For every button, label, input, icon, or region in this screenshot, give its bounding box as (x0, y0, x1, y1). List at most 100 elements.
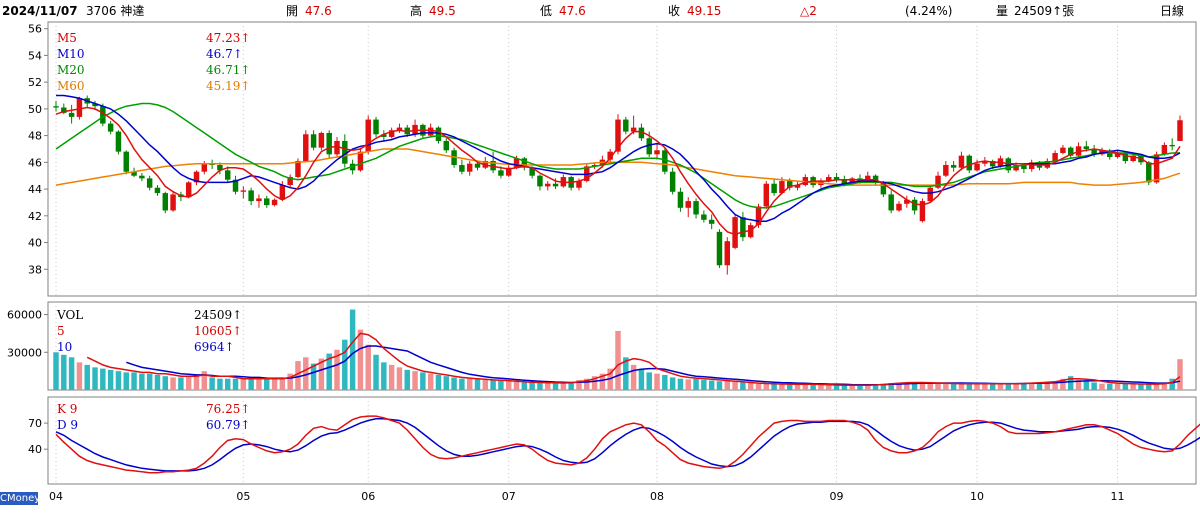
volume-bar (279, 377, 286, 390)
volume-bar (139, 373, 145, 390)
volume-bar (685, 379, 691, 390)
volume-bar (662, 374, 668, 390)
volume-bar (849, 385, 855, 390)
volume-bar (68, 357, 75, 390)
candle-body (240, 190, 247, 192)
candle-body (576, 181, 582, 188)
candle-body (607, 151, 613, 160)
volume-bar (615, 330, 621, 390)
volume-bar (724, 381, 731, 390)
candle-body (256, 198, 262, 202)
candle-body (1153, 154, 1160, 183)
candle-body (1130, 155, 1136, 162)
candle-body (982, 161, 988, 164)
candle-body (201, 163, 208, 172)
volume-bar (170, 377, 176, 390)
volume-bar (833, 384, 840, 390)
brand-logo: CMoney (0, 492, 38, 505)
candle-body (740, 217, 746, 238)
candle-body (794, 185, 801, 188)
volume-bar (896, 382, 902, 390)
candle-body (310, 134, 317, 148)
price-tick-label: 40 (28, 237, 42, 250)
legend-d-name: D 9 (57, 418, 79, 432)
volume-bar (1052, 381, 1058, 390)
candle-body (662, 150, 668, 172)
candle-body (1052, 152, 1058, 162)
candle-body (724, 241, 731, 266)
legend-k-value: 76.25↑ (206, 402, 251, 416)
volume-bar (435, 374, 442, 390)
volume-bar (232, 378, 239, 390)
volume-bar (513, 381, 520, 390)
close-value: 49.15 (687, 4, 722, 18)
candle-body (264, 198, 270, 206)
price-tick-label: 48 (28, 130, 42, 143)
candle-body (529, 167, 535, 176)
volume-bar (53, 352, 59, 390)
candle-body (701, 214, 707, 220)
kd-panel (55, 415, 1200, 474)
ma10-line (56, 94, 1181, 222)
candle-body (693, 201, 699, 215)
volume-bar (591, 376, 598, 390)
volume-bar (193, 374, 200, 390)
volume-bar (1067, 376, 1074, 390)
candle-body (131, 171, 137, 176)
volume-bar (630, 364, 637, 390)
volume-bar (818, 384, 824, 390)
change-percent: (4.24%) (905, 4, 953, 18)
volume-bar (84, 364, 90, 390)
candle-body (505, 167, 512, 176)
candle-body (365, 119, 371, 152)
volume-bar (654, 373, 660, 390)
candle-body (552, 183, 559, 187)
month-label: 11 (1111, 490, 1125, 503)
price-tick-label: 52 (28, 76, 42, 89)
volume-bar (943, 383, 949, 390)
k-line (55, 415, 1200, 474)
candle-body (146, 178, 153, 188)
candle-body (107, 123, 114, 132)
volume-bar (459, 378, 465, 390)
volume-bar (388, 364, 395, 390)
candle-body (271, 199, 278, 206)
volume-bar (256, 379, 262, 390)
candle-body (232, 179, 239, 192)
volume-bar (466, 378, 473, 390)
legend-vol5-name: 5 (57, 324, 65, 338)
volume-bar (1036, 382, 1043, 390)
volume-bar (755, 383, 762, 390)
volume-bar (1044, 381, 1051, 390)
volume-bar (974, 383, 980, 390)
axes: 04 05 06 07 08 09 10 11 56 54 52 50 48 46 44 42 40 38 6000… (7, 23, 1125, 503)
volume-bar (560, 383, 567, 390)
month-label: 06 (361, 490, 375, 503)
candle-body (303, 134, 309, 162)
volume-bar (1161, 382, 1168, 390)
candle-body (521, 158, 528, 168)
volume-bar (1138, 384, 1144, 390)
legend-ma20-name: M20 (57, 63, 85, 77)
volume-bar (708, 380, 715, 390)
candle-body (396, 127, 403, 131)
candle-body (685, 201, 691, 208)
change-value: △2 (800, 4, 817, 18)
volume-bar (342, 339, 348, 390)
candle-body (435, 127, 442, 141)
month-label: 05 (236, 490, 250, 503)
volume-bar (584, 378, 590, 390)
candle-body (115, 131, 122, 152)
candle-body (427, 127, 434, 136)
candle-body (943, 165, 949, 176)
candle-body (1021, 165, 1027, 170)
legend-vol10-name: 10 (57, 340, 73, 354)
volume-bar (240, 378, 247, 390)
candle-body (513, 158, 520, 168)
candle-body (950, 165, 957, 168)
volume-bar (537, 383, 543, 390)
candle-body (1169, 144, 1175, 147)
volume-bar (474, 378, 481, 390)
date-label: 2024/11/07 (2, 4, 78, 18)
volume-bar (1005, 383, 1012, 390)
